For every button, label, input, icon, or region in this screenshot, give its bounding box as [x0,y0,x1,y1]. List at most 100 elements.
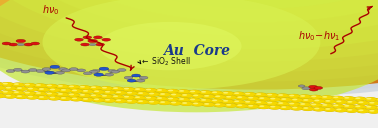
Circle shape [11,82,25,87]
Circle shape [0,94,5,98]
Circle shape [324,108,336,112]
Circle shape [266,101,277,105]
Circle shape [232,92,245,96]
Circle shape [112,87,123,91]
Circle shape [28,88,33,89]
Circle shape [147,100,160,104]
Circle shape [94,73,104,76]
Circle shape [210,99,223,103]
Circle shape [225,95,237,99]
Circle shape [133,88,146,92]
Circle shape [246,96,259,101]
Circle shape [70,97,82,101]
Circle shape [214,103,226,107]
Circle shape [268,105,282,110]
Circle shape [6,95,11,97]
Circle shape [99,67,109,70]
Circle shape [74,38,83,41]
Circle shape [269,97,281,101]
Circle shape [22,83,36,88]
Circle shape [181,102,192,106]
Circle shape [259,105,264,107]
Circle shape [104,98,115,103]
Circle shape [108,70,116,72]
Circle shape [377,106,378,108]
Circle shape [158,101,170,105]
Circle shape [158,93,170,97]
Circle shape [277,102,289,106]
Circle shape [101,86,112,90]
Circle shape [191,102,204,106]
Circle shape [133,87,146,92]
Circle shape [192,102,204,106]
Circle shape [43,0,321,89]
Circle shape [302,99,314,103]
Circle shape [300,103,305,105]
Circle shape [334,108,348,112]
Circle shape [14,95,28,99]
Circle shape [333,96,338,98]
Circle shape [99,94,113,99]
Circle shape [278,102,284,104]
Circle shape [245,101,250,103]
Circle shape [345,108,359,113]
Circle shape [88,39,98,43]
Circle shape [111,95,124,99]
Circle shape [26,87,39,92]
Circle shape [48,96,60,100]
Circle shape [232,92,245,96]
Circle shape [298,102,311,107]
Circle shape [37,88,50,92]
Circle shape [155,89,167,93]
Circle shape [243,92,256,97]
Circle shape [59,96,72,101]
Circle shape [314,100,319,101]
Circle shape [376,98,378,102]
Circle shape [232,100,245,104]
Circle shape [157,97,162,99]
Circle shape [255,101,266,105]
Circle shape [72,98,77,99]
Circle shape [353,105,367,109]
Circle shape [215,104,220,105]
Circle shape [343,96,355,100]
Circle shape [313,107,325,111]
Circle shape [125,91,138,95]
Circle shape [88,94,102,98]
Circle shape [168,98,173,99]
Circle shape [213,95,226,99]
Circle shape [37,95,50,100]
Circle shape [124,76,133,79]
Circle shape [34,83,47,88]
Circle shape [116,91,121,93]
Circle shape [147,100,160,105]
Circle shape [78,94,90,98]
Circle shape [3,86,17,91]
Circle shape [357,101,369,105]
Circle shape [115,99,127,103]
Circle shape [331,104,344,108]
Circle shape [15,95,27,99]
Circle shape [11,90,25,95]
Circle shape [26,95,39,100]
Circle shape [116,99,121,101]
Circle shape [158,92,171,97]
Circle shape [235,96,248,100]
Circle shape [81,43,89,46]
Circle shape [37,87,50,92]
Circle shape [331,96,344,100]
Circle shape [309,85,318,88]
Circle shape [62,69,70,72]
Circle shape [214,95,226,99]
Circle shape [91,94,96,96]
Circle shape [12,83,24,87]
Circle shape [133,95,146,100]
Circle shape [16,39,26,43]
Circle shape [226,104,231,106]
Circle shape [25,92,30,93]
Circle shape [67,93,79,97]
Circle shape [80,86,85,88]
Circle shape [189,98,200,102]
Circle shape [160,101,165,103]
Circle shape [45,84,58,88]
